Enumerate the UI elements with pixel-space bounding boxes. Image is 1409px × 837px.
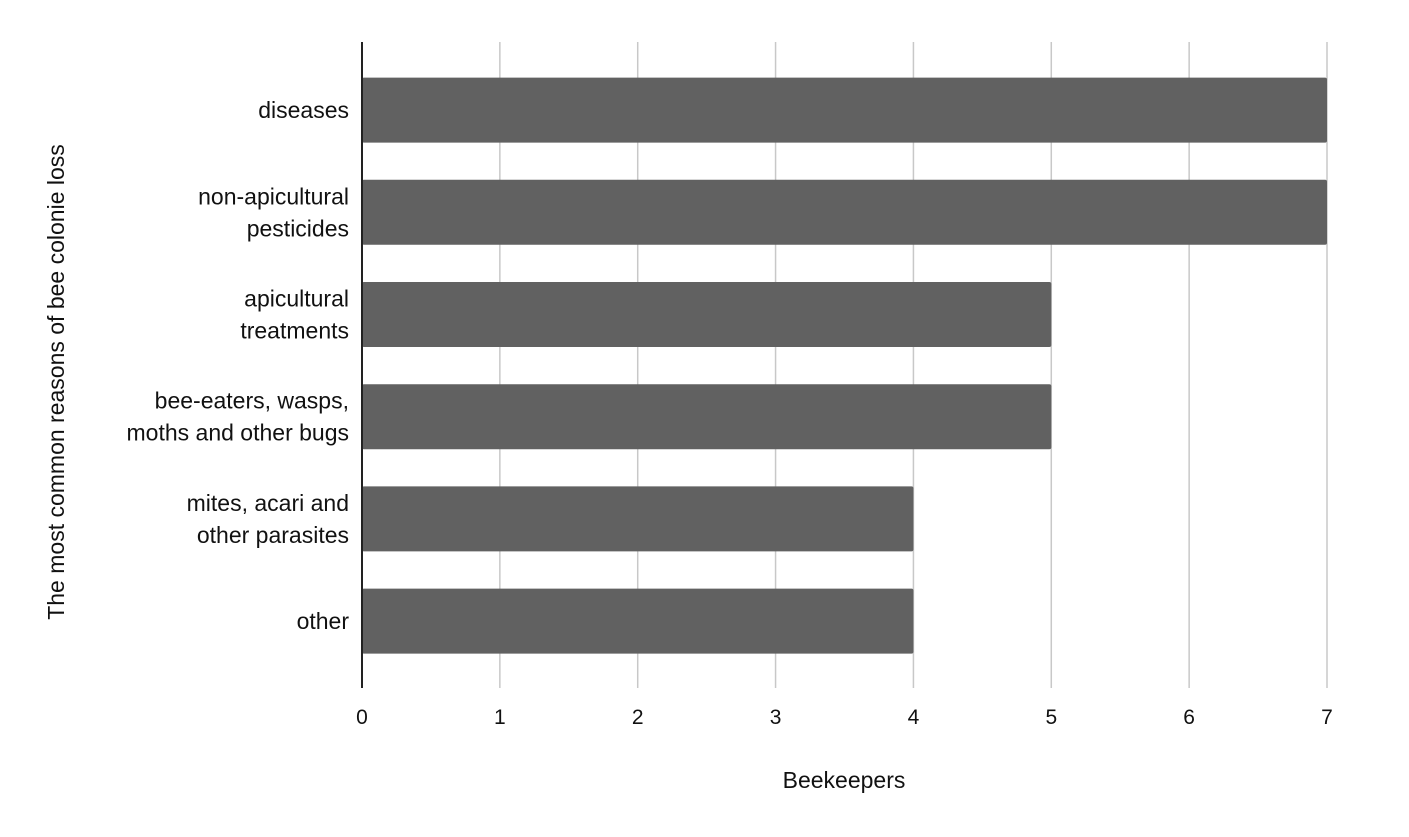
x-tick-label: 3 (770, 706, 782, 729)
x-tick-label: 6 (1183, 706, 1195, 729)
category-label-line: treatments (240, 318, 349, 344)
category-label-line: mites, acari and (187, 490, 349, 516)
category-label: other (297, 608, 350, 634)
category-label-line: other (297, 608, 350, 634)
bar (362, 384, 1052, 450)
category-label: apicultural treatments (240, 286, 349, 344)
category-label: diseases (258, 97, 349, 123)
category-label: mites, acari and other parasites (187, 490, 349, 548)
category-label-line: apicultural (244, 286, 349, 312)
bar (362, 486, 914, 552)
bars (362, 77, 1327, 654)
bar (362, 179, 1327, 245)
category-label-line: non-apicultural (198, 183, 349, 209)
category-label-line: other parasites (197, 522, 349, 548)
category-label-line: pesticides (247, 215, 349, 241)
bar (362, 588, 914, 654)
bar (362, 282, 1052, 347)
gridlines (499, 42, 1328, 688)
x-tick-label: 2 (632, 706, 644, 729)
x-axis-title: Beekeepers (783, 767, 906, 793)
category-label-line: diseases (258, 97, 349, 123)
x-tick-label: 1 (494, 706, 506, 729)
x-tick-label: 4 (908, 706, 920, 729)
bar (362, 77, 1327, 143)
category-label-line: moths and other bugs (127, 420, 349, 446)
x-tick-label: 5 (1045, 706, 1057, 729)
category-labels: diseases non-apicultural pesticides apicult… (127, 97, 350, 634)
x-tick-label: 7 (1321, 706, 1333, 729)
category-label-line: bee-eaters, wasps, (155, 388, 349, 414)
x-axis-ticks: 0 1 2 3 4 5 6 7 (356, 706, 1333, 729)
y-axis-title: The most common reasons of bee colonie l… (43, 144, 69, 620)
x-tick-label: 0 (356, 706, 368, 729)
category-label: non-apicultural pesticides (198, 183, 349, 241)
category-label: bee-eaters, wasps, moths and other bugs (127, 388, 349, 446)
